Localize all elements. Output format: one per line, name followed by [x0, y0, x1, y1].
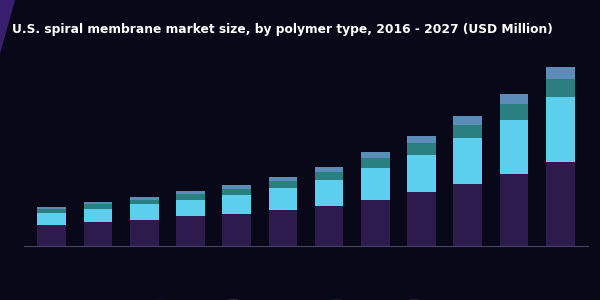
Bar [361, 158, 389, 168]
Bar [361, 200, 389, 246]
Bar [176, 191, 205, 194]
Bar [223, 195, 251, 214]
Bar [546, 79, 575, 97]
Bar [130, 204, 158, 220]
Bar [269, 181, 297, 188]
Bar [407, 154, 436, 192]
Bar [361, 168, 389, 200]
Bar [500, 94, 529, 104]
Bar [546, 97, 575, 162]
Bar [315, 172, 343, 180]
Bar [454, 124, 482, 138]
Bar [176, 200, 205, 217]
Bar [407, 192, 436, 246]
Bar [37, 225, 66, 246]
Legend: Polyamide, Cellulose Acetate, Polysulfone, Others: Polyamide, Cellulose Acetate, Polysulfon… [152, 296, 460, 300]
Bar [223, 185, 251, 189]
Bar [130, 200, 158, 204]
Bar [37, 207, 66, 209]
Bar [83, 202, 112, 204]
Bar [407, 143, 436, 154]
Bar [130, 220, 158, 246]
Bar [37, 209, 66, 213]
Bar [37, 213, 66, 225]
Bar [315, 206, 343, 246]
Bar [269, 210, 297, 246]
Bar [269, 176, 297, 181]
Bar [315, 167, 343, 172]
Text: U.S. spiral membrane market size, by polymer type, 2016 - 2027 (USD Million): U.S. spiral membrane market size, by pol… [12, 23, 553, 36]
Bar [546, 162, 575, 246]
Bar [500, 174, 529, 246]
Bar [454, 138, 482, 184]
Bar [223, 214, 251, 246]
Bar [83, 209, 112, 223]
Bar [223, 189, 251, 195]
Bar [454, 116, 482, 124]
Bar [407, 136, 436, 143]
Bar [546, 67, 575, 79]
Bar [500, 104, 529, 120]
Bar [500, 120, 529, 174]
Bar [130, 197, 158, 200]
Bar [269, 188, 297, 210]
Polygon shape [0, 0, 15, 54]
Bar [361, 152, 389, 158]
Bar [176, 194, 205, 200]
Bar [315, 180, 343, 206]
Bar [454, 184, 482, 246]
Bar [83, 223, 112, 246]
Bar [83, 204, 112, 209]
Bar [176, 217, 205, 246]
